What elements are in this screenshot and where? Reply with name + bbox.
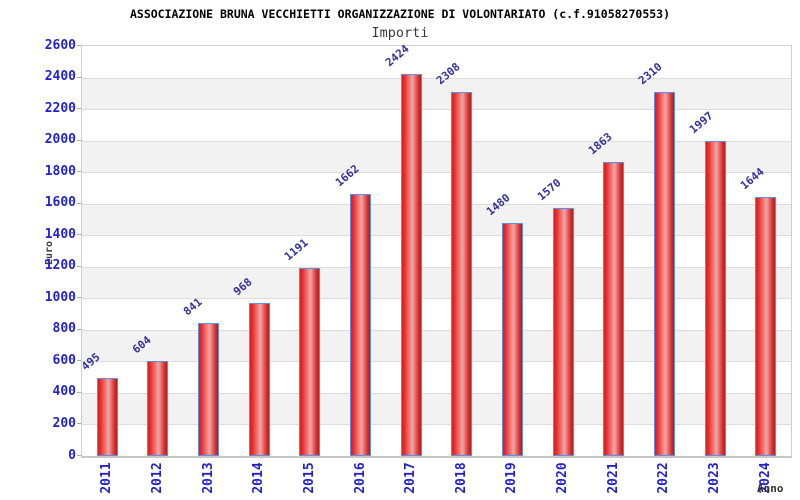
y-tick-mark [77,265,81,267]
x-tick-label: 2011 [98,462,114,494]
x-tick-label: 2017 [402,462,418,494]
y-tick-label: 2000 [44,132,76,148]
gridline [82,109,791,111]
x-tick-label: 2018 [453,462,469,494]
bar-2020 [552,208,574,456]
x-tick-label: 2019 [503,462,519,494]
gridline [82,77,791,79]
x-tick-label: 2016 [352,462,368,494]
background-band [82,235,791,267]
gridline [82,235,791,237]
y-tick-label: 800 [52,321,76,337]
y-tick-label: 0 [68,447,76,463]
x-tick-label: 2014 [250,462,266,494]
y-tick-mark [77,328,81,330]
y-tick-mark [77,202,81,204]
y-tick-mark [77,391,81,393]
background-band [82,46,791,78]
y-tick-mark [77,455,81,456]
y-tick-mark [77,423,81,425]
bar-2021 [603,162,625,456]
bar-2017 [400,73,422,456]
background-band [82,109,791,141]
gridline [82,203,791,205]
gridline [82,329,791,331]
gridline [82,392,791,394]
background-band [82,361,791,393]
x-axis-title: Anno [757,482,784,495]
background-band [82,77,791,110]
y-tick-mark [77,76,81,78]
y-tick-label: 2600 [44,37,76,53]
gridline [82,361,791,363]
y-tick-label: 1600 [44,195,76,211]
y-tick-mark [77,234,81,236]
background-band [82,392,791,425]
y-tick-mark [77,360,81,362]
bar-2018 [451,92,473,456]
y-tick-label: 1800 [44,163,76,179]
background-band [82,203,791,236]
gridline [82,298,791,300]
y-tick-mark [77,139,81,141]
bar-2019 [501,222,523,456]
background-band [82,329,791,362]
x-tick-label: 2012 [149,462,165,494]
y-tick-label: 2200 [44,100,76,116]
bar-2013 [198,323,220,456]
bar-2016 [350,193,372,456]
y-tick-label: 2400 [44,69,76,85]
gridline [82,266,791,268]
bar-2015 [299,268,321,456]
bar-2011 [96,377,118,456]
background-band [82,172,791,204]
y-tick-label: 1400 [44,226,76,242]
chart-subtitle: Importi [371,25,429,41]
y-tick-mark [77,45,81,46]
background-band [82,424,791,456]
y-tick-mark [77,108,81,110]
gridline [82,424,791,426]
background-band [82,140,791,173]
bar-2022 [653,91,675,456]
y-tick-label: 1000 [44,289,76,305]
x-tick-label: 2023 [706,462,722,494]
y-tick-label: 200 [52,415,76,431]
x-tick-label: 2015 [301,462,317,494]
gridline [82,172,791,174]
y-tick-mark [77,297,81,299]
bar-2014 [248,303,270,456]
plot-area: 495 604 841 968 1191 1662 2424 2308 1480 1570 1863… [79,42,792,458]
y-tick-label: 600 [52,352,76,368]
gridline [82,140,791,142]
x-tick-label: 2021 [605,462,621,494]
y-tick-label: 1200 [44,258,76,274]
background-band [82,266,791,299]
x-tick-label: 2020 [554,462,570,494]
chart-title: ASSOCIAZIONE BRUNA VECCHIETTI ORGANIZZAZ… [129,7,671,21]
x-tick-label: 2013 [200,462,216,494]
y-tick-label: 400 [52,384,76,400]
y-tick-mark [77,171,81,173]
bar-2012 [147,360,169,456]
x-tick-label: 2022 [655,462,671,494]
bar-2023 [704,141,726,456]
bar-2024 [755,196,777,456]
